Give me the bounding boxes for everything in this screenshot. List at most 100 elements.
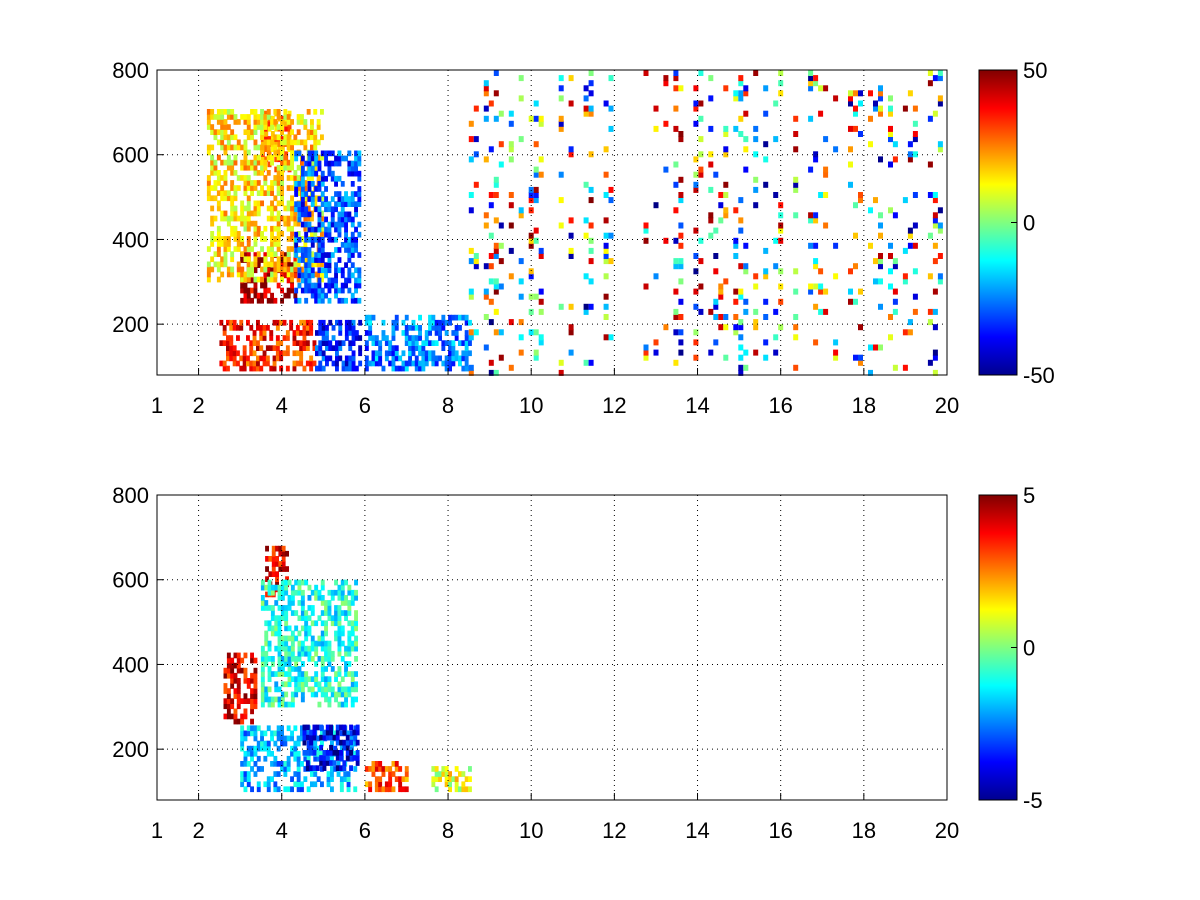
heat-cell <box>350 686 355 693</box>
heat-cell <box>858 131 863 137</box>
heat-cell <box>266 139 271 146</box>
heat-cell <box>538 298 544 305</box>
heat-cell <box>252 335 257 341</box>
heat-cell <box>267 120 272 127</box>
heat-cell <box>280 761 284 767</box>
heat-cell <box>253 750 258 757</box>
heat-cell <box>310 196 315 202</box>
heat-cell <box>270 292 274 299</box>
heat-cell <box>833 242 839 249</box>
heat-cell <box>294 666 299 672</box>
heat-cell <box>277 661 282 667</box>
heat-cell <box>464 345 469 351</box>
heat-cell <box>317 267 322 274</box>
heat-cell <box>267 676 272 682</box>
heat-cell <box>285 566 289 572</box>
heat-cell <box>246 195 251 202</box>
heat-cell <box>303 200 308 207</box>
heat-cell <box>853 263 858 270</box>
heat-cell <box>250 750 254 757</box>
heat-cell <box>693 85 699 92</box>
heat-cell <box>270 256 274 263</box>
heat-cell <box>294 236 299 243</box>
heat-cell <box>310 155 315 162</box>
heat-cell <box>310 605 315 611</box>
heat-cell <box>310 231 314 237</box>
heat-cell <box>313 164 318 171</box>
heat-cell <box>414 335 419 341</box>
heat-cell <box>833 354 839 361</box>
heat-cell <box>249 350 254 357</box>
heat-cell <box>246 750 251 757</box>
heat-cell <box>278 561 283 567</box>
heat-cell <box>236 271 241 278</box>
heat-cell <box>230 271 235 278</box>
heat-cell <box>246 225 251 232</box>
heat-cell <box>312 734 317 741</box>
heat-cell <box>222 340 227 346</box>
heat-cell <box>357 221 362 228</box>
heat-cell <box>253 771 258 777</box>
heat-cell <box>357 277 362 284</box>
heat-cell <box>888 283 893 290</box>
heat-cell <box>533 115 539 122</box>
heat-cell <box>878 344 883 351</box>
heat-cell <box>310 781 314 788</box>
heat-cell <box>763 156 769 163</box>
heat-cell <box>588 151 594 158</box>
heat-cell <box>226 667 231 674</box>
heat-cell <box>327 650 332 657</box>
heat-cell <box>678 263 684 270</box>
heat-cell <box>368 335 373 341</box>
heat-cell <box>250 755 254 762</box>
heat-cell <box>223 256 228 263</box>
heat-cell <box>451 360 456 367</box>
heat-cell <box>331 325 336 331</box>
heat-cell <box>300 252 305 258</box>
heat-cell <box>347 201 352 207</box>
heat-cell <box>304 635 309 642</box>
heat-cell <box>498 222 504 229</box>
heat-cell <box>263 164 268 171</box>
heat-cell <box>216 175 221 181</box>
heat-cell <box>310 210 314 217</box>
heat-cell <box>329 729 333 736</box>
heat-cell <box>213 164 218 171</box>
heat-cell <box>302 734 307 741</box>
heat-cell <box>808 70 814 76</box>
heat-cell <box>493 308 499 315</box>
heat-cell <box>300 119 304 125</box>
heat-cell <box>350 645 355 652</box>
heat-cell <box>281 561 286 567</box>
heat-cell <box>267 686 272 693</box>
heat-cell <box>256 180 261 186</box>
heat-cell <box>315 365 319 372</box>
heat-cell <box>230 170 235 176</box>
heat-cell <box>229 325 234 331</box>
heat-cell <box>451 350 456 357</box>
heat-cell <box>213 170 218 176</box>
heat-cell <box>260 740 264 747</box>
heat-cell <box>264 691 269 698</box>
heat-cell <box>210 170 215 176</box>
heat-cell <box>357 282 362 289</box>
heat-cell <box>329 744 333 751</box>
heat-cell <box>210 256 215 263</box>
heat-cell <box>461 355 466 362</box>
heat-cell <box>280 266 284 273</box>
heat-cell <box>243 735 248 742</box>
heat-cell <box>317 640 322 647</box>
heat-cell <box>753 319 759 326</box>
heat-cell <box>468 288 474 295</box>
heat-cell <box>320 620 325 627</box>
heat-cell <box>468 364 474 371</box>
heat-cell <box>568 324 574 331</box>
heat-cell <box>374 340 379 346</box>
heat-cell <box>431 355 436 362</box>
heat-cell <box>345 739 350 746</box>
heat-cell <box>213 129 218 135</box>
heat-cell <box>250 657 254 664</box>
heat-cell <box>434 776 439 782</box>
heat-cell <box>277 615 282 621</box>
heat-cell <box>773 136 779 143</box>
